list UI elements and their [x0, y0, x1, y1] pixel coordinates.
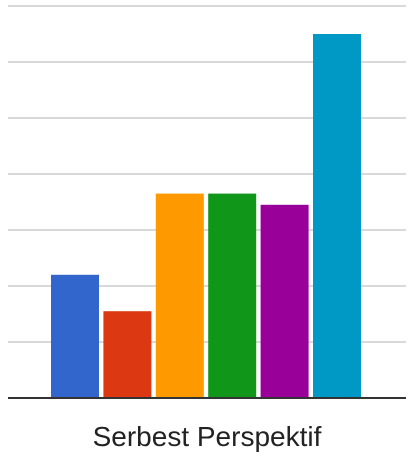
bar-1 — [51, 274, 99, 398]
bars — [51, 34, 361, 398]
bar-2 — [103, 311, 152, 398]
category-label: Serbest Perspektif — [93, 421, 322, 452]
bar-4 — [208, 193, 257, 398]
bar-3 — [155, 193, 204, 398]
bar-6 — [313, 34, 361, 398]
bar-5 — [260, 204, 309, 398]
